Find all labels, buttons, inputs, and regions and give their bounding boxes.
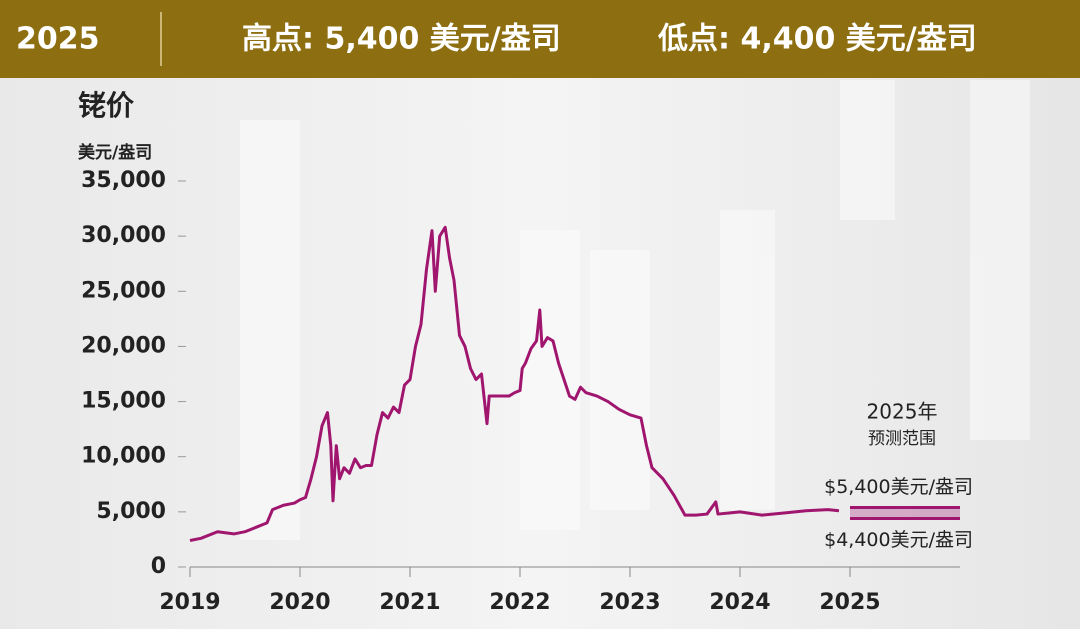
y-tick-label: 15,000 (81, 389, 166, 414)
header-year: 2025 (16, 22, 100, 57)
y-tick-label: 0 (151, 554, 166, 579)
forecast-label: $4,400美元/盎司 (824, 529, 973, 551)
chart-title: 铑价 (78, 89, 135, 122)
forecast-title: 2025年 (867, 400, 938, 424)
x-tick-label: 2022 (489, 590, 550, 615)
header-high: 高点: 5,400 美元/盎司 (242, 22, 561, 57)
y-tick-label: 5,000 (96, 499, 166, 524)
header-low: 低点: 4,400 美元/盎司 (657, 22, 977, 57)
x-tick-label: 2019 (159, 590, 220, 615)
decor (240, 80, 1030, 540)
y-tick-label: 10,000 (81, 444, 166, 469)
forecast-band (850, 507, 960, 519)
x-tick-label: 2023 (599, 590, 660, 615)
y-tick-label: 25,000 (81, 278, 166, 303)
y-tick-label: 35,000 (81, 168, 166, 193)
forecast-title: 预测范围 (868, 429, 936, 449)
x-tick-label: 2024 (709, 590, 770, 615)
header-bar (0, 0, 1080, 78)
forecast-label: $5,400美元/盎司 (824, 476, 973, 498)
price-line (189, 225, 840, 543)
y-tick-label: 30,000 (81, 223, 166, 248)
x-tick-label: 2025 (819, 590, 880, 615)
y-tick-label: 20,000 (81, 333, 166, 358)
x-tick-label: 2021 (379, 590, 440, 615)
x-tick-label: 2020 (269, 590, 330, 615)
y-axis-label: 美元/盎司 (78, 142, 152, 163)
